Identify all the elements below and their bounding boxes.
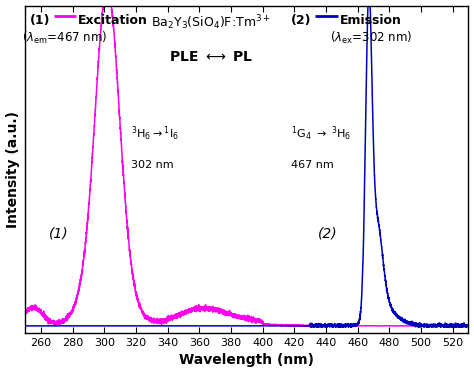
- Text: PLE $\longleftrightarrow$ PL: PLE $\longleftrightarrow$ PL: [169, 50, 253, 64]
- X-axis label: Wavelength (nm): Wavelength (nm): [179, 354, 314, 367]
- Text: Ba$_2$Y$_3$(SiO$_4$)F:Tm$^{3+}$: Ba$_2$Y$_3$(SiO$_4$)F:Tm$^{3+}$: [151, 14, 271, 32]
- Y-axis label: Intensity (a.u.): Intensity (a.u.): [6, 111, 19, 228]
- Text: ($\lambda_{\rm ex}$=302 nm): ($\lambda_{\rm ex}$=302 nm): [330, 30, 412, 46]
- Text: (1): (1): [29, 14, 50, 27]
- Text: $^3$H$_6$$\rightarrow$$^1$I$_6$: $^3$H$_6$$\rightarrow$$^1$I$_6$: [131, 125, 179, 143]
- Text: 302 nm: 302 nm: [131, 160, 174, 170]
- Text: Emission: Emission: [340, 14, 402, 27]
- Text: 467 nm: 467 nm: [291, 160, 334, 170]
- Text: (2): (2): [291, 14, 311, 27]
- Text: (2): (2): [318, 227, 337, 241]
- Text: Excitation: Excitation: [78, 14, 148, 27]
- Text: (1): (1): [49, 227, 68, 241]
- Text: $^1$G$_4$ $\rightarrow$ $^3$H$_6$: $^1$G$_4$ $\rightarrow$ $^3$H$_6$: [291, 125, 351, 143]
- Text: ($\lambda_{\rm em}$=467 nm): ($\lambda_{\rm em}$=467 nm): [22, 30, 108, 46]
